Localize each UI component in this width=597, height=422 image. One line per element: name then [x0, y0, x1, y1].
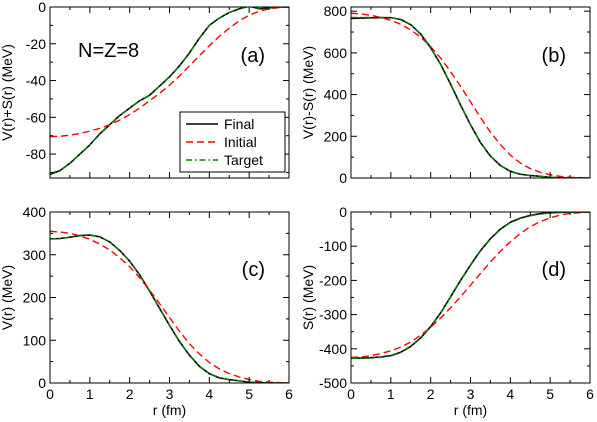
series-final-line: [50, 234, 289, 383]
y-tick-label: 200: [324, 128, 348, 144]
legend: Final Initial Target: [179, 111, 286, 173]
series-target-line: [351, 212, 590, 360]
x-tick-label: 3: [467, 386, 475, 402]
y-tick-label: 0: [38, 0, 46, 15]
panel-label: (c): [242, 259, 265, 281]
series-target-line: [50, 7, 289, 175]
y-tick-label: -500: [319, 375, 347, 391]
y-axis-label: V(r) (MeV): [0, 265, 15, 330]
y-tick-label: 0: [339, 204, 347, 220]
x-tick-label: 0: [46, 386, 54, 402]
x-tick-label: 6: [586, 386, 594, 402]
y-tick-label: 0: [339, 170, 347, 186]
series-initial-line: [50, 230, 289, 383]
x-tick-label: 1: [86, 386, 94, 402]
y-axis-label: S(r) (MeV): [300, 265, 316, 330]
panel-label: (b): [542, 45, 566, 67]
x-tick-label: 3: [166, 386, 174, 402]
y-tick-label: -80: [26, 146, 46, 162]
y-tick-label: 400: [324, 87, 348, 103]
x-tick-label: 5: [245, 386, 253, 402]
plot-frame: [350, 211, 591, 384]
y-axis-label: V(r)-S(r) (MeV): [300, 46, 316, 139]
series-initial-line: [50, 7, 289, 138]
plot-frame: [350, 6, 591, 179]
y-tick-label: -20: [26, 36, 46, 52]
y-tick-label: 600: [324, 45, 348, 61]
y-axis-label: V(r)+S(r) (MeV): [0, 44, 15, 141]
x-tick-label: 1: [387, 386, 395, 402]
nucleus-annotation: N=Z=8: [78, 40, 139, 62]
x-tick-label: 2: [427, 386, 435, 402]
panel-b: 0 200 400 600 800 V(r)-S(r) (MeV) (b): [300, 3, 591, 186]
y-tick-label: -100: [319, 238, 347, 254]
y-tick-label: -40: [26, 73, 46, 89]
series-initial-line: [351, 12, 590, 178]
panel-label: (d): [542, 259, 566, 281]
x-tick-label: 0: [347, 386, 355, 402]
y-tick-label: -300: [319, 307, 347, 323]
legend-label-final: Final: [224, 116, 254, 132]
x-axis-label: r (fm): [454, 402, 487, 418]
legend-label-initial: Initial: [224, 134, 257, 150]
y-tick-label: 800: [324, 3, 348, 19]
x-axis-label: r (fm): [153, 402, 186, 418]
y-tick-label: -400: [319, 341, 347, 357]
y-tick-label: 300: [23, 247, 47, 263]
x-tick-label: 4: [506, 386, 514, 402]
series-initial-line: [351, 212, 590, 359]
x-tick-label: 2: [126, 386, 134, 402]
panel-c: 0 1 2 3 4 5 6 0 100 200 300 400 V(r) (MeV) r (fm) (c): [0, 204, 293, 418]
panel-label: (a): [241, 45, 265, 67]
panel-a: -80 -60 -40 -20 0 V(r)+S(r) (MeV) (a) N=Z=8 Fina…: [0, 0, 290, 179]
x-tick-label: 5: [546, 386, 554, 402]
series-target-line: [50, 234, 289, 383]
y-tick-label: -60: [26, 109, 46, 125]
x-tick-label: 4: [205, 386, 213, 402]
y-tick-label: -200: [319, 272, 347, 288]
y-tick-label: 400: [23, 204, 47, 220]
y-tick-label: 200: [23, 290, 47, 306]
x-tick-label: 6: [285, 386, 293, 402]
series-target-line: [351, 16, 590, 178]
y-tick-label: 0: [38, 375, 46, 391]
legend-label-target: Target: [224, 152, 263, 168]
series-final-line: [351, 16, 590, 178]
panel-d: 0 1 2 3 4 5 6 -500 -400 -300 -200 -100 0 S(r) (MeV) r …: [300, 204, 594, 418]
y-tick-label: 100: [23, 332, 47, 348]
